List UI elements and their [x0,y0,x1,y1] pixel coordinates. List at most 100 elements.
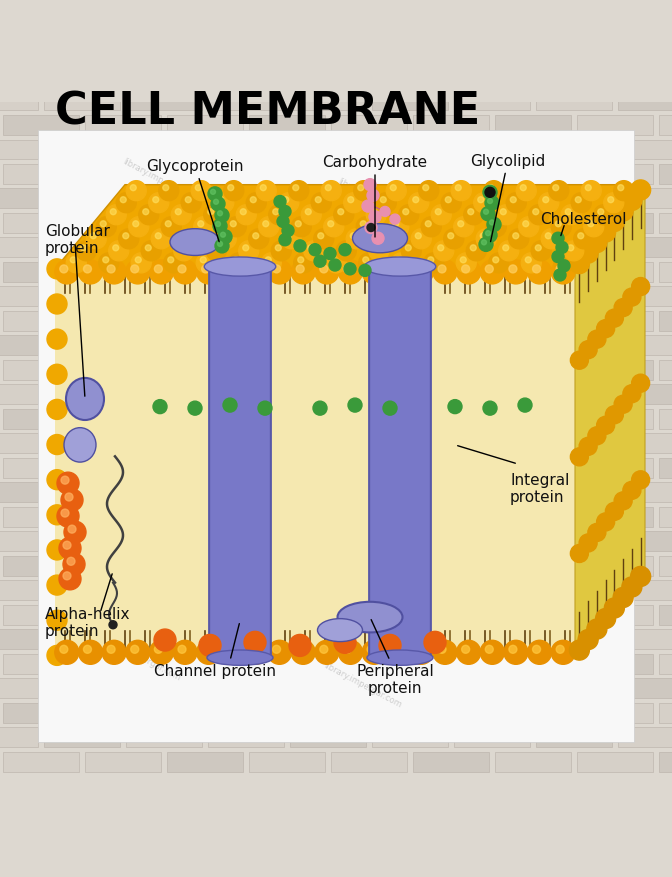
Polygon shape [618,630,672,650]
Polygon shape [413,165,489,185]
Circle shape [267,640,292,665]
Circle shape [213,220,227,234]
Polygon shape [495,459,571,478]
Circle shape [491,222,496,227]
Circle shape [218,231,232,245]
Circle shape [339,245,351,256]
Circle shape [614,182,634,202]
Circle shape [187,233,194,239]
Circle shape [210,190,216,195]
Polygon shape [659,311,672,332]
Polygon shape [577,556,653,576]
Circle shape [131,266,138,274]
Polygon shape [495,654,571,674]
Polygon shape [331,116,407,136]
Polygon shape [618,679,672,698]
Circle shape [279,194,299,213]
Circle shape [485,266,493,274]
Circle shape [173,640,197,665]
Circle shape [218,211,222,217]
Polygon shape [536,581,612,601]
Polygon shape [249,605,325,625]
Circle shape [603,194,624,213]
Circle shape [334,631,356,653]
Circle shape [47,365,67,385]
Circle shape [304,241,324,261]
Circle shape [581,182,601,202]
Polygon shape [208,728,284,747]
Circle shape [343,266,351,274]
Polygon shape [454,531,530,552]
Circle shape [210,246,216,252]
Polygon shape [0,728,38,747]
Text: Cholesterol: Cholesterol [540,212,626,227]
Circle shape [298,258,304,263]
Polygon shape [659,703,672,723]
Polygon shape [618,728,672,747]
Polygon shape [126,531,202,552]
Circle shape [403,210,409,216]
Text: Globular
protein: Globular protein [45,224,110,256]
Circle shape [321,182,341,202]
Circle shape [366,205,386,225]
Polygon shape [413,605,489,625]
Polygon shape [167,116,243,136]
Polygon shape [290,385,366,405]
Circle shape [197,260,220,285]
Circle shape [47,470,67,490]
Circle shape [578,244,598,264]
Circle shape [574,230,594,249]
Circle shape [395,258,401,263]
Circle shape [175,210,181,216]
Circle shape [165,222,171,227]
Polygon shape [126,189,202,209]
Polygon shape [495,605,571,625]
Polygon shape [659,654,672,674]
Polygon shape [372,531,448,552]
Circle shape [478,197,484,203]
Polygon shape [372,483,448,503]
Polygon shape [577,116,653,136]
Circle shape [200,258,206,263]
Polygon shape [290,91,366,111]
Polygon shape [208,679,284,698]
Circle shape [274,196,286,208]
Circle shape [256,182,276,202]
Ellipse shape [317,619,362,642]
Polygon shape [85,165,161,185]
Polygon shape [85,654,161,674]
Circle shape [329,260,341,272]
Circle shape [202,645,210,653]
Polygon shape [44,336,120,356]
Polygon shape [3,703,79,723]
Circle shape [437,246,444,252]
Polygon shape [454,336,530,356]
Polygon shape [454,239,530,258]
Circle shape [261,253,282,274]
Circle shape [178,266,186,274]
Circle shape [83,266,91,274]
Polygon shape [167,410,243,430]
Polygon shape [536,483,612,503]
Circle shape [291,640,315,665]
Polygon shape [3,311,79,332]
Circle shape [438,645,446,653]
Text: library.impergar.com: library.impergar.com [81,526,161,574]
Circle shape [63,553,85,575]
Circle shape [145,246,151,252]
Polygon shape [331,605,407,625]
Circle shape [348,399,362,412]
Circle shape [409,640,433,665]
Circle shape [519,217,539,238]
Circle shape [135,258,141,263]
Polygon shape [249,459,325,478]
Circle shape [301,205,321,225]
Text: library.impergar.com: library.impergar.com [302,553,383,602]
Circle shape [553,185,558,191]
Text: Glycolipid: Glycolipid [470,153,546,242]
Polygon shape [126,434,202,453]
Circle shape [308,246,314,252]
Polygon shape [44,287,120,307]
Polygon shape [577,703,653,723]
Polygon shape [372,336,448,356]
